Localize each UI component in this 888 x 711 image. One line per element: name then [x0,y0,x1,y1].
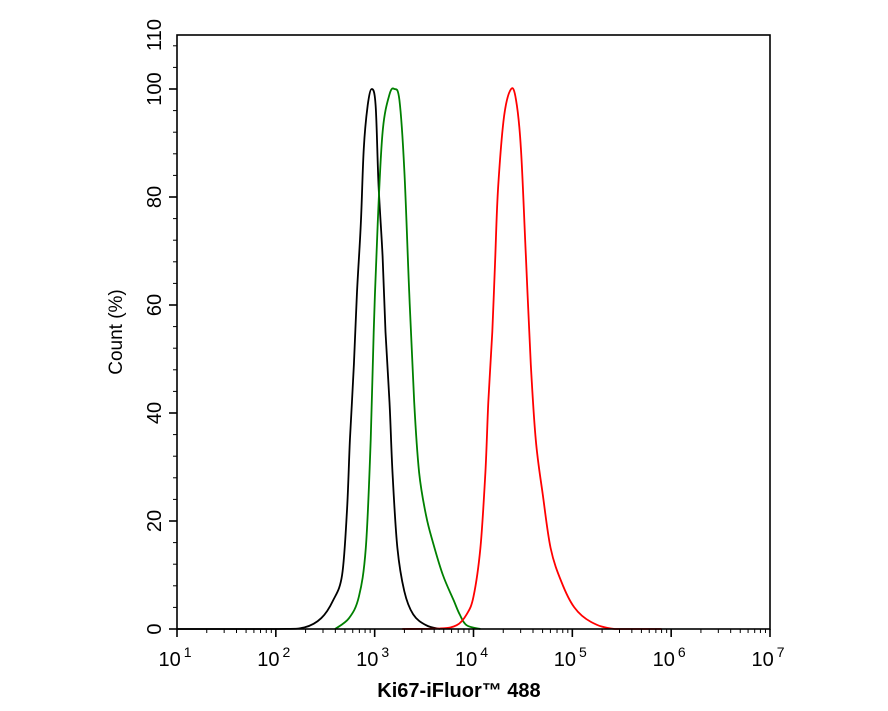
x-tick-label: 10 2 [257,644,290,671]
y-tick-label: 40 [144,402,166,424]
x-tick-label: 10 3 [356,644,389,671]
x-tick-exponent: 1 [184,644,192,660]
y-tick-label: 100 [144,72,166,105]
x-tick-label: 10 1 [158,644,191,671]
y-axis-label: Count (%) [106,289,127,375]
x-tick-base: 10 [455,649,477,671]
x-tick-exponent: 2 [283,644,291,660]
x-tick-label: 10 7 [751,644,784,671]
series-line-2 [334,87,481,630]
x-tick-exponent: 4 [480,644,488,660]
x-tick-base: 10 [554,649,576,671]
series-line-3 [402,87,662,630]
x-tick-exponent: 6 [678,644,686,660]
series-layer [177,87,662,630]
x-tick-exponent: 7 [777,644,785,660]
x-tick-exponent: 5 [579,644,587,660]
series-line-1 [177,88,441,630]
y-tick-label: 20 [144,510,166,532]
x-tick-base: 10 [751,649,773,671]
x-tick-exponent: 3 [381,644,389,660]
x-tick-base: 10 [257,649,279,671]
y-tick-label: 60 [144,294,166,316]
y-tick-label: 110 [144,19,166,51]
y-tick-label: 0 [144,623,166,634]
x-axis-label: Ki67-iFluor™ 488 [377,680,540,702]
x-tick-base: 10 [158,649,180,671]
plot-frame [176,34,771,630]
x-tick-base: 10 [653,649,675,671]
x-tick-base: 10 [356,649,378,671]
x-tick-label: 10 5 [554,644,587,671]
y-tick-label: 80 [144,186,166,208]
x-tick-label: 10 6 [653,644,686,671]
x-tick-label: 10 4 [455,644,488,671]
